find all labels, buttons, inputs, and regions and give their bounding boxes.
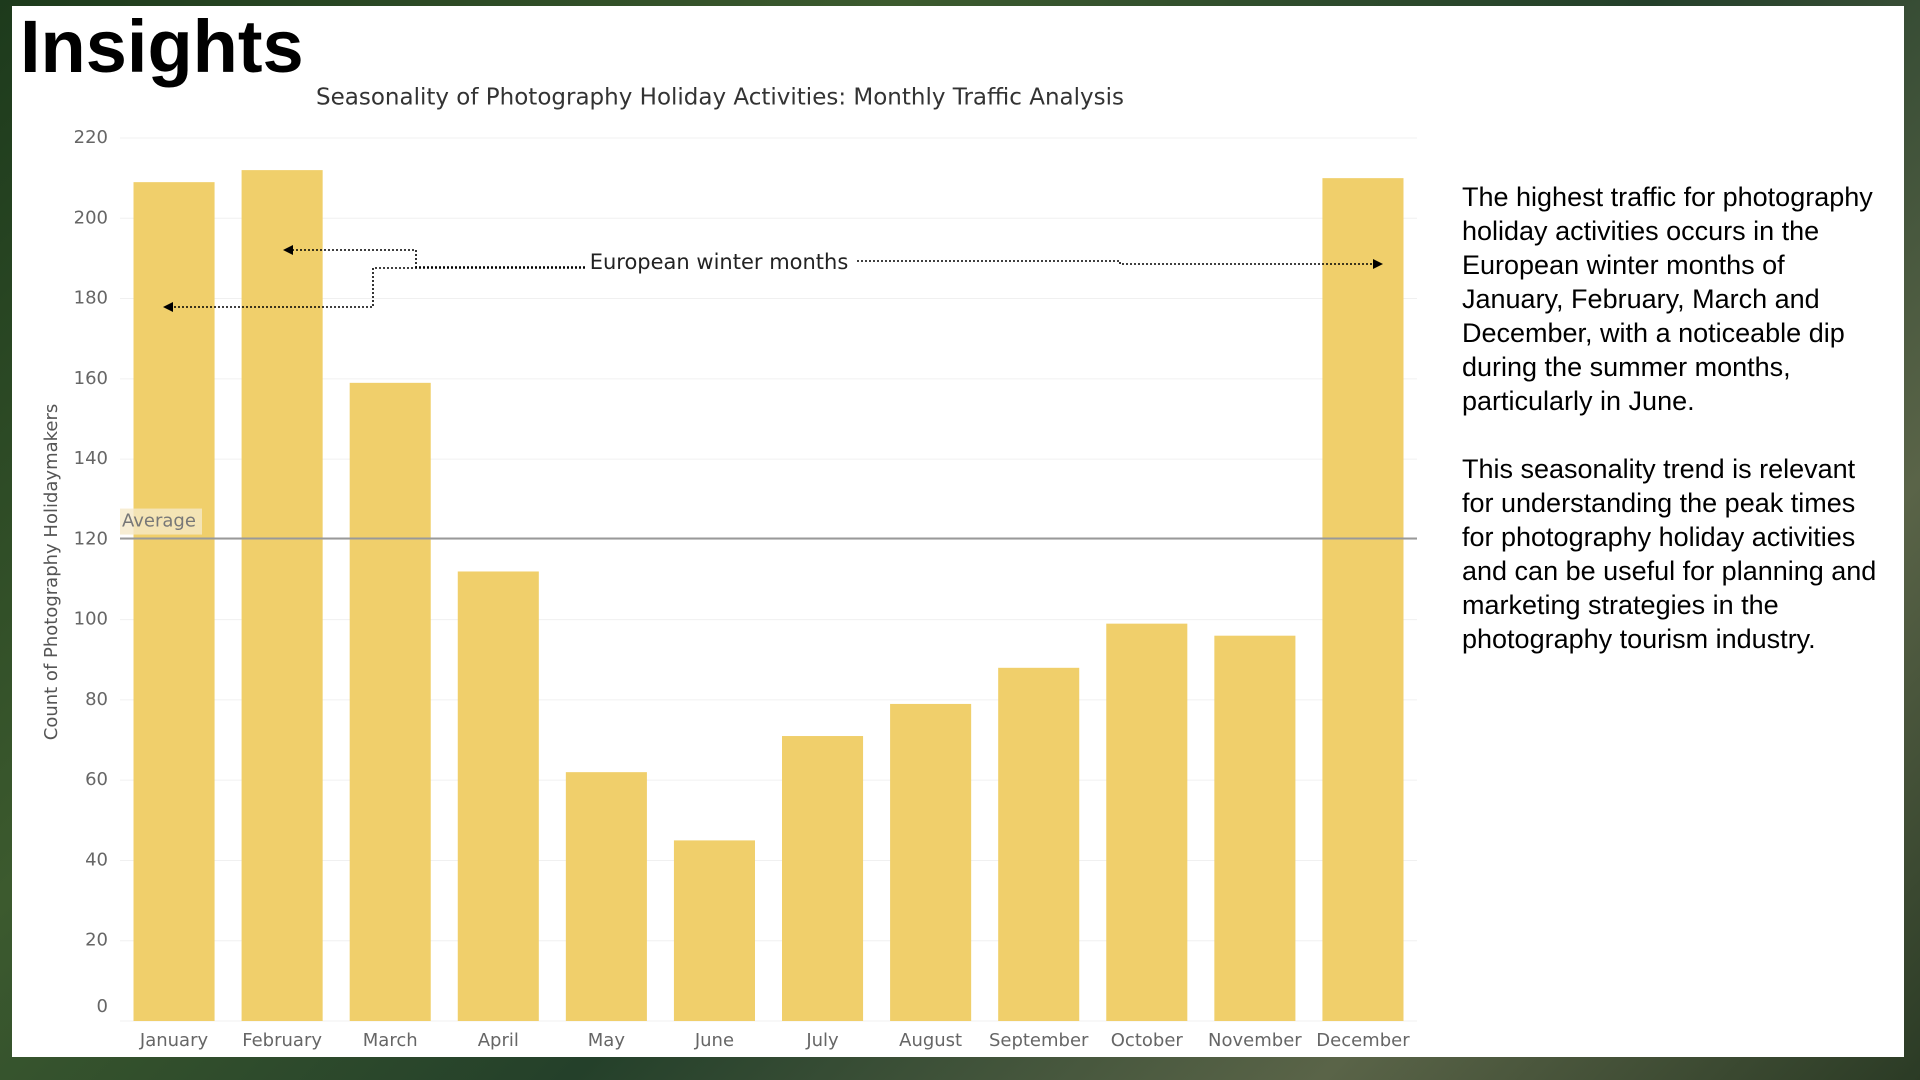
- slide-title: Insights: [20, 5, 304, 88]
- bar: [565, 772, 647, 1021]
- average-label: Average: [122, 511, 196, 532]
- arrow: [163, 267, 585, 312]
- bar: [349, 382, 431, 1022]
- bar: [457, 571, 539, 1021]
- bar: [673, 840, 755, 1021]
- x-tick-label: April: [478, 1030, 519, 1051]
- x-tick-label: December: [1316, 1030, 1410, 1051]
- y-tick-label: 80: [85, 689, 108, 710]
- bar: [782, 736, 864, 1021]
- y-axis-label: Count of Photography Holidaymakers: [41, 404, 62, 741]
- chart-title: Seasonality of Photography Holiday Activ…: [316, 85, 1124, 111]
- x-tick-label: October: [1111, 1030, 1184, 1051]
- bar: [1106, 623, 1188, 1021]
- y-tick-label: 100: [74, 609, 108, 630]
- x-tick-label: May: [588, 1030, 626, 1051]
- bar: [241, 170, 323, 1022]
- y-tick-label: 20: [85, 930, 108, 951]
- bar: [890, 703, 972, 1021]
- x-tick-label: March: [363, 1030, 418, 1051]
- x-tick-label: June: [694, 1030, 734, 1051]
- x-tick-label: September: [989, 1030, 1089, 1051]
- plot-area: 0 20 40 60 80 100 120 140 160 180 200 220 January Feb…: [74, 127, 1417, 1051]
- x-tick-label: August: [899, 1030, 962, 1051]
- y-tick-label: 0: [97, 996, 108, 1017]
- annotation-arrows: [163, 245, 1383, 312]
- x-tick-label: February: [242, 1030, 322, 1051]
- y-tick-label: 120: [74, 528, 108, 549]
- bar: [1322, 178, 1404, 1022]
- arrow: [857, 259, 1383, 269]
- x-tick-label: July: [805, 1030, 839, 1051]
- bar: [1214, 635, 1296, 1021]
- arrow: [283, 245, 585, 268]
- y-tick-label: 200: [74, 207, 108, 228]
- paragraph: This seasonality trend is relevant for u…: [1462, 454, 1877, 654]
- y-tick-label: 180: [74, 288, 108, 309]
- y-tick-label: 40: [85, 849, 108, 870]
- y-tick-label: 140: [74, 448, 108, 469]
- paragraph: The highest traffic for photography holi…: [1462, 182, 1873, 416]
- notes: The highest traffic for photography holi…: [1462, 180, 1892, 690]
- y-tick-label: 220: [74, 127, 108, 148]
- bar: [133, 182, 215, 1021]
- x-tick-label: January: [139, 1030, 209, 1051]
- bar: [998, 667, 1080, 1021]
- y-tick-label: 160: [74, 368, 108, 389]
- y-tick-label: 60: [85, 769, 108, 790]
- annotation: European winter months: [590, 250, 849, 274]
- average-label-bg: [120, 508, 202, 535]
- x-tick-label: November: [1208, 1030, 1302, 1051]
